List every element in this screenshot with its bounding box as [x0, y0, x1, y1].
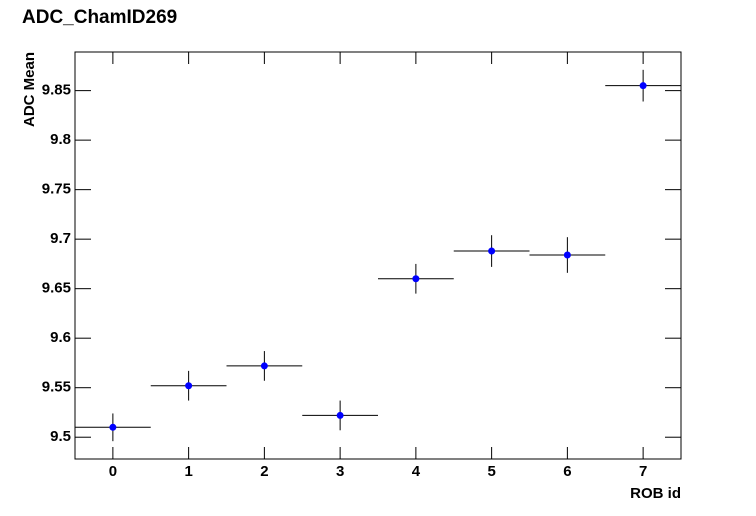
x-tick-label: 3	[336, 463, 344, 480]
y-tick-label: 9.65	[42, 280, 71, 297]
x-tick-label: 7	[639, 463, 647, 480]
data-point	[185, 382, 193, 390]
x-axis-label: ROB id	[630, 485, 681, 502]
x-tick-label: 5	[487, 463, 495, 480]
x-tick-label: 2	[260, 463, 268, 480]
data-point	[260, 362, 268, 370]
y-tick-label: 9.55	[42, 379, 71, 396]
x-tick-label: 6	[563, 463, 571, 480]
y-axis-label: ADC Mean	[21, 52, 38, 127]
y-tick-label: 9.8	[50, 131, 71, 148]
plot-frame	[74, 51, 682, 460]
y-tick-label: 9.85	[42, 82, 71, 99]
data-point	[563, 251, 571, 259]
data-point	[488, 247, 496, 255]
chart-title: ADC_ChamID269	[22, 7, 177, 28]
x-tick-label: 1	[184, 463, 192, 480]
data-point	[336, 411, 344, 419]
data-point	[109, 423, 117, 431]
data-point	[412, 275, 420, 283]
data-point	[639, 82, 647, 90]
y-tick-label: 9.7	[50, 230, 71, 247]
y-tick-label: 9.5	[50, 428, 71, 445]
x-tick-label: 4	[412, 463, 421, 480]
y-tick-label: 9.75	[42, 181, 71, 198]
x-tick-label: 0	[109, 463, 117, 480]
y-tick-label: 9.6	[50, 329, 71, 346]
